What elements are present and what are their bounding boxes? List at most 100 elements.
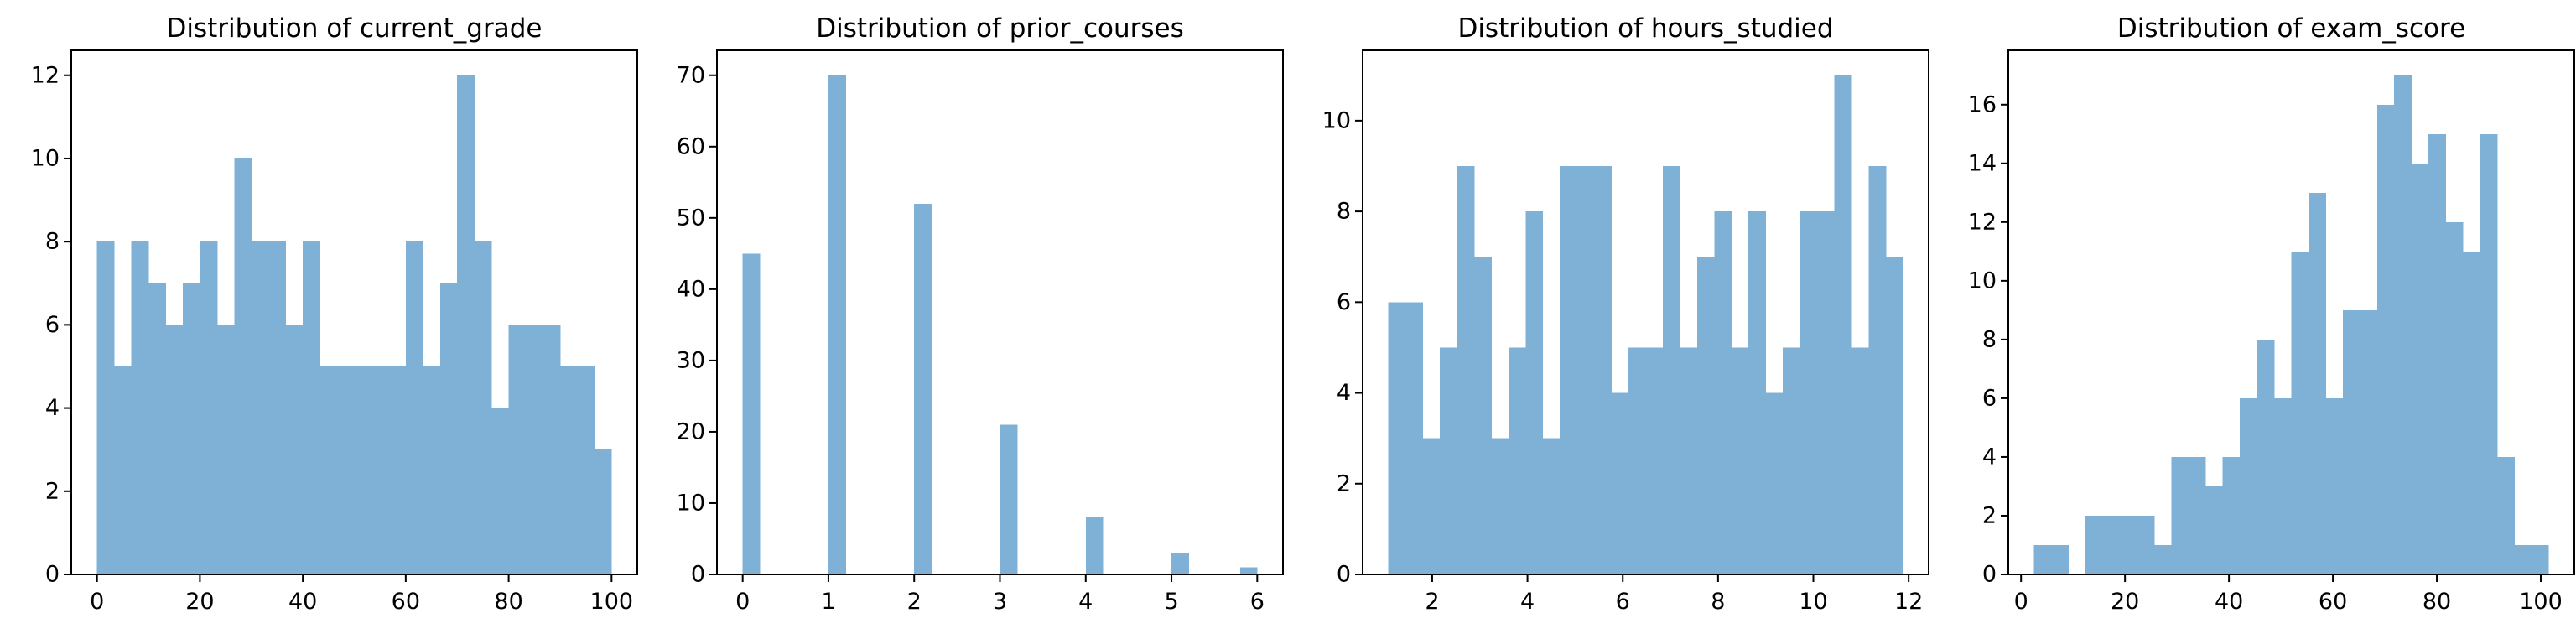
x-tick-label: 40: [2215, 589, 2243, 615]
axes-spines: [70, 49, 638, 575]
histogram-bar: [1576, 165, 1595, 575]
x-tick-label: 80: [494, 589, 522, 615]
histogram-bar: [1662, 165, 1680, 575]
y-tick-label: 6: [1337, 289, 1351, 315]
chart-title-exam-score: Distribution of exam_score: [2117, 13, 2465, 44]
y-tick-label: 4: [45, 395, 60, 421]
chart-canvas-exam-score: Distribution of exam_score 0 20 40 60 80 100 0…: [1968, 13, 2575, 615]
histogram-bar: [1714, 211, 1732, 574]
histogram-bar: [1239, 567, 1258, 574]
histogram-bar: [1422, 438, 1441, 574]
y-tick-label: 50: [677, 205, 705, 231]
histogram-bar: [2153, 544, 2172, 574]
histogram-bar: [303, 242, 320, 574]
histogram-bar: [114, 366, 132, 574]
histogram-bar: [1594, 165, 1612, 575]
y-tick-label: 0: [1982, 562, 1997, 588]
chart-title-hours-studied: Distribution of hours_studied: [1457, 13, 1833, 44]
x-tick-label: 40: [288, 589, 317, 615]
y-tick-label: 0: [1337, 562, 1351, 588]
histogram-bar: [2360, 309, 2378, 574]
histogram-bar: [2119, 515, 2137, 574]
histogram-bar: [1748, 211, 1767, 574]
x-tick-label: 4: [1078, 589, 1093, 615]
axes-spines: [1362, 49, 1929, 575]
histogram-bar: [131, 242, 149, 574]
histogram-bar: [2394, 75, 2412, 574]
histogram-bar: [1628, 347, 1646, 574]
x-tick-label: 2: [1425, 589, 1439, 615]
chart-canvas-current-grade: Distribution of current_grade 0 20 40 60 80 1…: [31, 13, 638, 615]
histogram-bar: [216, 325, 235, 574]
y-tick-label: 10: [1322, 107, 1351, 133]
y-tick-label: 8: [1337, 199, 1351, 225]
histogram-bar: [371, 366, 389, 574]
x-tick-label: 1: [821, 589, 835, 615]
histogram-bar: [1085, 517, 1104, 574]
y-tick-label: 0: [691, 562, 705, 588]
histogram-bar: [1885, 257, 1903, 574]
histogram-bar: [2445, 221, 2464, 574]
y-tick-label: 12: [31, 62, 60, 88]
histogram-bar: [1731, 347, 1749, 574]
histogram-bar: [268, 242, 287, 574]
histogram-hours-studied: Distribution of hours_studied 2 4 6 8 10 12 0 2…: [1288, 0, 1932, 644]
histogram-bar: [2514, 544, 2532, 574]
x-tick-label: 0: [735, 589, 750, 615]
histogram-bar: [828, 75, 846, 574]
histogram-bar: [1491, 438, 1509, 574]
histogram-bar: [319, 366, 338, 574]
histogram-bar: [543, 325, 561, 574]
histogram-bar: [559, 366, 578, 574]
histogram-bar: [2342, 309, 2360, 574]
histogram-bar: [1645, 347, 1664, 574]
histogram-bar: [1542, 438, 1561, 574]
histogram-bar: [2033, 544, 2052, 574]
histogram-bar: [2085, 515, 2103, 574]
histogram-bar: [2496, 456, 2515, 574]
x-tick-label: 0: [90, 589, 104, 615]
axes-spines: [2007, 49, 2575, 575]
y-tick-label: 8: [1982, 326, 1997, 352]
histogram-bar: [234, 158, 252, 574]
histogram-current-grade: Distribution of current_grade 0 20 40 60 80 1…: [0, 0, 644, 644]
histogram-bar: [1388, 302, 1406, 574]
histogram-bar: [1560, 165, 1578, 575]
x-tick-label: 6: [1616, 589, 1630, 615]
chart-canvas-hours-studied: Distribution of hours_studied 2 4 6 8 10 12 0 2…: [1322, 13, 1929, 615]
x-tick-label: 100: [590, 589, 634, 615]
y-tick-label: 12: [1968, 209, 1997, 235]
histogram-bar: [285, 325, 304, 574]
y-tick-label: 4: [1982, 444, 1997, 470]
y-tick-label: 2: [1337, 470, 1351, 496]
histogram-bar: [2102, 515, 2121, 574]
histogram-bar: [2051, 544, 2069, 574]
x-tick-label: 5: [1164, 589, 1178, 615]
histogram-bar: [96, 242, 115, 574]
histogram-bar: [148, 283, 166, 574]
x-tick-label: 20: [2111, 589, 2139, 615]
histogram-bar: [2463, 251, 2480, 574]
histogram-bar: [1525, 211, 1544, 574]
axis-ticks: [64, 74, 613, 582]
x-tick-label: 10: [1799, 589, 1827, 615]
y-tick-label: 10: [677, 490, 705, 516]
x-tick-label: 60: [2319, 589, 2347, 615]
histogram-bar: [388, 366, 407, 574]
histogram-bar: [2308, 192, 2326, 574]
histogram-bar: [1680, 347, 1698, 574]
x-tick-label: 80: [2423, 589, 2451, 615]
histogram-bar: [1834, 75, 1852, 574]
y-tick-label: 14: [1968, 150, 1997, 176]
histogram-bar: [405, 242, 423, 574]
x-tick-label: 60: [392, 589, 420, 615]
histogram-bar: [526, 325, 543, 574]
x-tick-label: 6: [1250, 589, 1265, 615]
histogram-bar: [1473, 257, 1492, 574]
y-tick-label: 16: [1968, 91, 1997, 117]
histogram-exam-score: Distribution of exam_score 0 20 40 60 80 100 0…: [1932, 0, 2576, 644]
histogram-bar: [594, 449, 612, 574]
histogram-bar: [2171, 456, 2189, 574]
histogram-bar: [439, 283, 458, 574]
